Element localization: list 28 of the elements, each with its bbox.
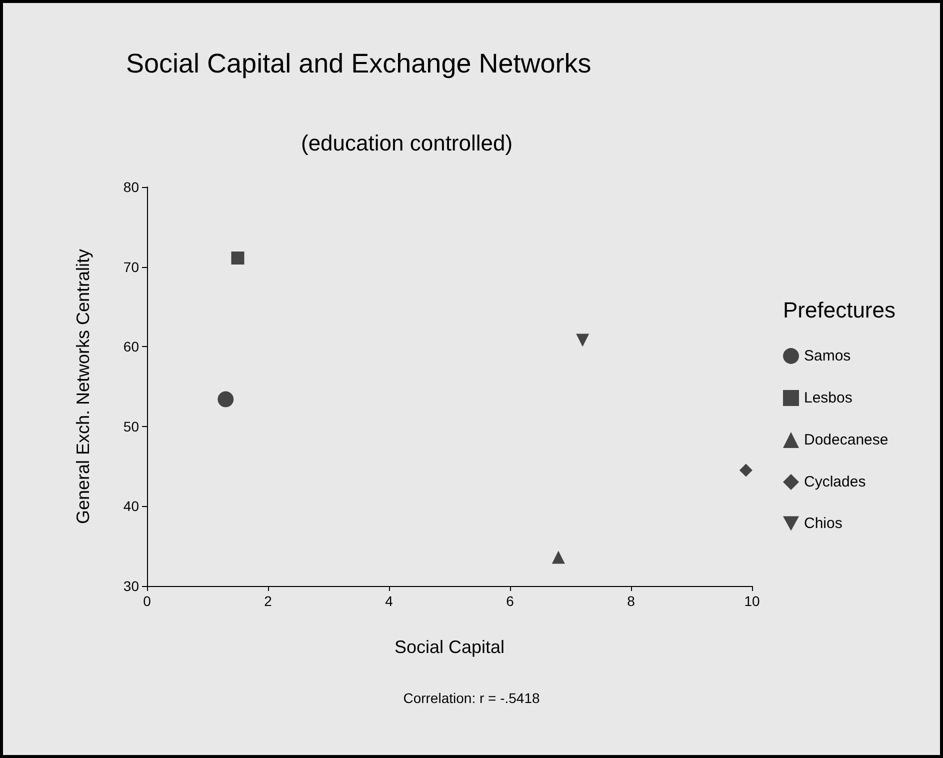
legend-title: Prefectures <box>783 298 896 322</box>
x-tick-label: 6 <box>506 593 514 609</box>
point <box>739 464 752 477</box>
chart-title: Social Capital and Exchange Networks <box>126 48 592 78</box>
x-tick-label: 2 <box>264 593 272 609</box>
x-tick-label: 10 <box>744 593 760 609</box>
y-tick-label: 60 <box>123 338 140 355</box>
point <box>552 550 565 564</box>
point <box>231 252 244 265</box>
text: Correlation: r = -.5418 <box>403 690 540 706</box>
legend-label: Cyclades <box>804 474 866 490</box>
x-tick-label: 0 <box>143 593 152 609</box>
y-tick-label: 30 <box>123 578 140 594</box>
x-tick-label: 4 <box>385 593 394 609</box>
y-tick-label: 70 <box>123 258 140 275</box>
legend-label: Chios <box>804 515 842 532</box>
y-tick-label: 80 <box>123 179 140 195</box>
legend-label: Samos <box>804 348 851 364</box>
y-tick-label: 40 <box>123 498 140 514</box>
y-tick-label: 50 <box>123 418 140 434</box>
y-axis-title: General Exch. Networks Centrality <box>73 248 93 524</box>
x-axis-title: Social Capital <box>394 637 505 657</box>
chart-subtitle: (education controlled) <box>301 130 513 156</box>
point <box>576 334 590 347</box>
point <box>218 391 234 408</box>
legend-label: Dodecanese <box>804 432 888 448</box>
x-tick-label: 8 <box>627 593 636 609</box>
legend-label: Lesbos <box>804 390 852 406</box>
